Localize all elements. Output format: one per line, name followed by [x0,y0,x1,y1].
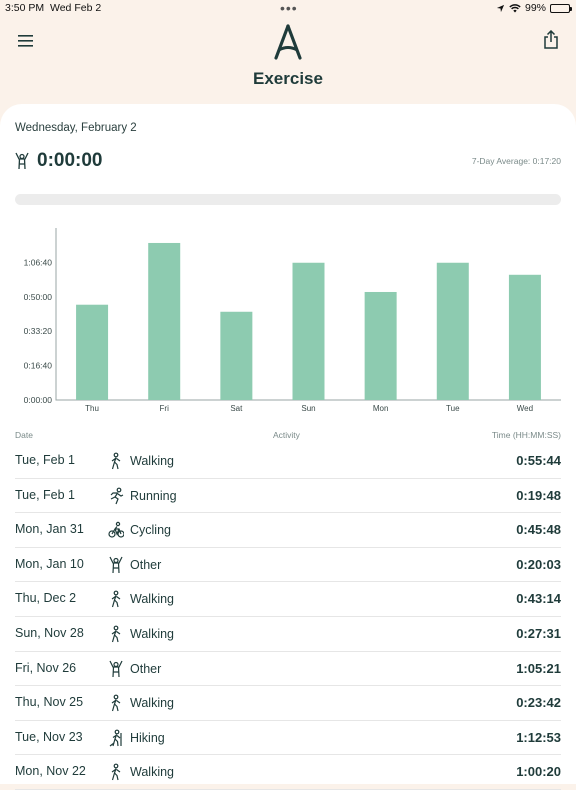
row-activity: Walking [130,454,174,468]
row-date: Mon, Jan 10 [15,556,84,571]
y-tick-label: 0:50:00 [24,292,53,302]
content-card: Wednesday, February 2 0:00:00 7-Day Aver… [0,104,576,790]
row-activity: Walking [130,626,174,641]
row-date: Tue, Feb 1 [15,453,75,467]
row-activity: Walking [130,765,174,780]
chart-bar [292,262,325,400]
list-item[interactable]: Fri, Nov 26 Other 1:05:21 [15,652,561,687]
row-duration: 0:19:48 [516,487,561,503]
a-logo-icon [274,24,302,60]
row-activity: Running [130,488,177,503]
page-title: Exercise [253,69,323,88]
selected-date: Wednesday, February 2 [15,122,137,134]
chart-bar [508,274,541,400]
row-duration: 0:55:44 [516,453,561,468]
row-duration: 0:45:48 [516,522,561,538]
hamburger-menu-icon[interactable] [18,34,34,48]
row-date: Thu, Nov 25 [15,695,84,710]
row-activity: Walking [130,592,174,607]
chart-bar [220,311,253,400]
list-item[interactable]: Mon, Jan 10 Other 0:20:03 [15,548,561,583]
cycling-icon [108,521,124,538]
list-item[interactable]: Mon, Jan 31 Cycling 0:45:48 [15,513,561,548]
chart-bar [364,291,397,400]
total-time: 0:00:00 [37,150,103,171]
row-duration: 1:12:53 [516,729,561,745]
walking-icon [111,590,121,608]
total-row: 0:00:00 [15,150,103,172]
row-date: Mon, Jan 31 [15,522,84,537]
nav-header: Exercise [0,16,576,100]
other-exercise-icon [109,660,123,677]
list-item[interactable]: Tue, Feb 1 Running 0:19:48 [15,479,561,514]
column-header-time: Time (HH:MM:SS) [491,430,561,440]
row-duration: 1:05:21 [516,660,561,676]
list-item[interactable]: Mon, Nov 22 Walking 1:00:20 [15,755,561,790]
x-tick-label: Sat [230,404,243,413]
row-date: Tue, Nov 23 [15,729,83,744]
status-date: Wed Feb 2 [50,2,102,14]
row-duration: 0:23:42 [516,695,561,711]
column-header-activity: Activity [273,430,300,440]
x-tick-label: Thu [85,404,99,413]
walking-icon [111,452,121,470]
row-date: Tue, Feb 1 [15,487,75,502]
row-date: Thu, Dec 2 [15,591,77,606]
share-icon[interactable] [542,30,560,50]
row-activity: Hiking [130,730,165,745]
y-tick-label: 1:06:40 [24,257,53,267]
x-tick-label: Fri [160,404,170,413]
row-activity: Cycling [130,523,171,538]
status-bar: 3:50 PM Wed Feb 2 ••• 99% [0,0,576,16]
x-tick-label: Sun [301,404,315,413]
list-header: Date Activity Time (HH:MM:SS) [0,430,576,444]
other-exercise-icon [15,152,29,170]
row-date: Mon, Nov 22 [15,764,86,779]
list-item[interactable]: Thu, Nov 25 Walking 0:23:42 [15,686,561,721]
wifi-icon [509,3,521,12]
row-date: Fri, Nov 26 [15,660,77,675]
row-duration: 0:20:03 [516,556,561,572]
list-item[interactable]: Thu, Dec 2 Walking 0:43:14 [15,582,561,617]
weekly-bar-chart: 0:00:00 0:16:40 0:33:20 0:50:00 1:06:40 Thu Fr… [24,228,561,413]
walking-icon [111,625,121,643]
y-tick-label: 0:00:00 [24,395,53,405]
x-tick-label: Mon [373,404,389,413]
exercise-list: Tue, Feb 1 Walking 0:55:44 Tue, Feb 1 Runnin… [0,444,576,790]
list-item[interactable]: Sun, Nov 28 Walking 0:27:31 [15,617,561,652]
other-exercise-icon [109,556,123,573]
list-item[interactable]: Tue, Feb 1 Walking 0:55:44 [15,444,561,479]
multitasking-dots-icon[interactable]: ••• [280,0,298,16]
status-time: 3:50 PM [5,2,45,14]
daily-progress-bar [15,194,561,205]
row-duration: 0:43:14 [516,591,561,607]
row-duration: 1:00:20 [516,764,561,780]
row-activity: Other [130,661,162,676]
x-tick-label: Wed [517,404,533,413]
column-header-date: Date [15,430,33,440]
list-item[interactable]: Tue, Nov 23 Hiking 1:12:53 [15,721,561,756]
chart-bar [148,242,181,400]
status-right: 99% [496,2,572,14]
seven-day-average: 7-Day Average: 0:17:20 [471,156,561,166]
walking-icon [111,763,121,781]
y-tick-label: 0:16:40 [24,361,53,371]
y-tick-label: 0:33:20 [24,326,53,336]
location-icon [496,4,505,12]
walking-icon [111,694,121,712]
x-tick-label: Tue [446,404,460,413]
running-icon [110,487,124,504]
chart-bar [436,262,469,400]
battery-percent: 99% [524,2,546,14]
chart-bar [76,304,109,400]
row-date: Sun, Nov 28 [15,625,84,640]
hiking-icon [109,729,122,747]
battery-icon [550,3,572,13]
row-activity: Walking [130,696,174,711]
row-duration: 0:27:31 [516,625,561,641]
row-activity: Other [130,557,162,572]
